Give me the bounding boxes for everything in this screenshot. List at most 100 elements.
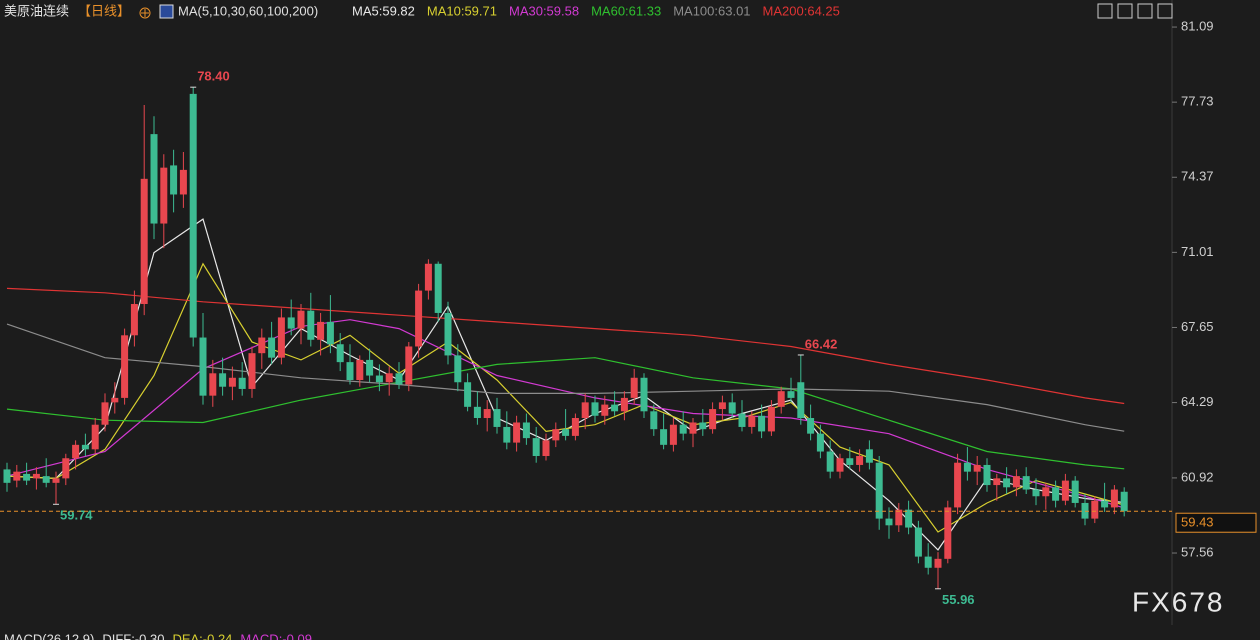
candle-body — [258, 337, 266, 354]
candle-body — [1071, 480, 1079, 503]
candle-body — [1091, 500, 1099, 519]
candle-body — [493, 409, 501, 427]
candle-body — [591, 402, 599, 416]
candle-body — [885, 518, 893, 526]
candle-body — [189, 93, 197, 338]
candle-body — [307, 310, 315, 340]
candle-body — [571, 418, 579, 436]
tool-button[interactable] — [1137, 3, 1153, 19]
candle-body — [72, 444, 80, 459]
candle-body — [3, 469, 11, 483]
candle-body — [718, 402, 726, 410]
candle-body — [1052, 487, 1060, 501]
ma-line — [6, 357, 1125, 470]
indicator-icon[interactable] — [159, 4, 174, 19]
legend-entry: MA60:61.33 — [591, 3, 661, 18]
candle-body — [699, 422, 707, 430]
candle-body — [385, 373, 393, 383]
tool-button[interactable] — [1097, 3, 1113, 19]
candle-body — [767, 406, 775, 432]
candle-body — [317, 321, 325, 340]
annotation-label: 78.40 — [197, 69, 230, 84]
candle-body — [983, 464, 991, 486]
candle-body — [954, 462, 962, 508]
candle-body — [228, 377, 236, 387]
candle-body — [1003, 478, 1011, 488]
candle-body — [758, 415, 766, 432]
watermark: FX678 — [1132, 586, 1225, 617]
candle-body — [160, 167, 168, 224]
macd-label: DEA:-0.24 — [172, 631, 232, 640]
y-tick-label: 77.73 — [1181, 94, 1214, 109]
toolbar — [1097, 3, 1173, 19]
candle-body — [709, 409, 717, 430]
candle-body — [1101, 500, 1109, 508]
candle-body — [121, 335, 129, 398]
period: 【日线】 — [78, 3, 130, 18]
candle-body — [238, 377, 246, 389]
last-price-label: 59.43 — [1181, 515, 1214, 530]
candle-body — [562, 429, 570, 436]
add-icon[interactable] — [139, 7, 151, 19]
candle-body — [32, 473, 40, 479]
candle-body — [1110, 489, 1118, 508]
y-tick-label: 71.01 — [1181, 244, 1214, 259]
candle-body — [483, 409, 491, 419]
candle-body — [846, 458, 854, 465]
chart-title: 美原油连续 — [4, 3, 69, 18]
candle-body — [503, 426, 511, 443]
candle-body — [326, 321, 334, 345]
candle-body — [522, 422, 530, 439]
candle-body — [424, 263, 432, 291]
candle-body — [542, 440, 550, 457]
legend-entry: MA30:59.58 — [509, 3, 579, 18]
candle-body — [787, 391, 795, 398]
candle-body — [611, 404, 619, 412]
candle-body — [640, 377, 648, 412]
candle-body — [91, 424, 99, 450]
tool-button[interactable] — [1157, 3, 1173, 19]
candle-body — [62, 458, 70, 479]
candle-body — [287, 317, 295, 329]
candle-body — [738, 413, 746, 427]
candle-body — [826, 451, 834, 472]
annotation-label: 59.74 — [60, 508, 93, 523]
add-icon-cross — [141, 9, 149, 17]
candle-body — [473, 406, 481, 419]
candle-body — [905, 509, 913, 528]
candle-body — [434, 263, 442, 313]
candle-body — [140, 178, 148, 305]
candle-body — [42, 476, 50, 483]
legend-entry: MA200:64.25 — [763, 3, 840, 18]
candle-body — [895, 509, 903, 526]
candle-body — [660, 429, 668, 445]
candle-body — [777, 391, 785, 407]
candle-body — [689, 422, 697, 434]
tool-button[interactable] — [1117, 3, 1133, 19]
candle-body — [1012, 476, 1020, 488]
candle-body — [836, 458, 844, 472]
candle-body — [679, 424, 687, 434]
legend-entry: MA5:59.82 — [352, 3, 415, 18]
candle-body — [248, 353, 256, 389]
macd-label: MACD:-0.09 — [240, 631, 312, 640]
candle-body — [1022, 476, 1030, 490]
candle-body — [581, 402, 589, 419]
candle-body — [297, 310, 305, 329]
candle-body — [366, 359, 374, 376]
candle-body — [268, 337, 276, 358]
candle-body — [111, 397, 119, 403]
annotation-label: 66.42 — [805, 336, 838, 351]
candle-body — [816, 433, 824, 452]
candle-body — [875, 462, 883, 519]
candle-body — [650, 411, 658, 430]
candle-body — [395, 373, 403, 385]
candle-body — [150, 134, 158, 224]
y-tick-label: 67.65 — [1181, 319, 1214, 334]
macd-label: DIFF:-0.30 — [102, 631, 164, 640]
candle-body — [464, 382, 472, 407]
candle-body — [807, 418, 815, 434]
candle-body — [924, 556, 932, 568]
candle-body — [336, 344, 344, 363]
candle-body — [669, 424, 677, 445]
